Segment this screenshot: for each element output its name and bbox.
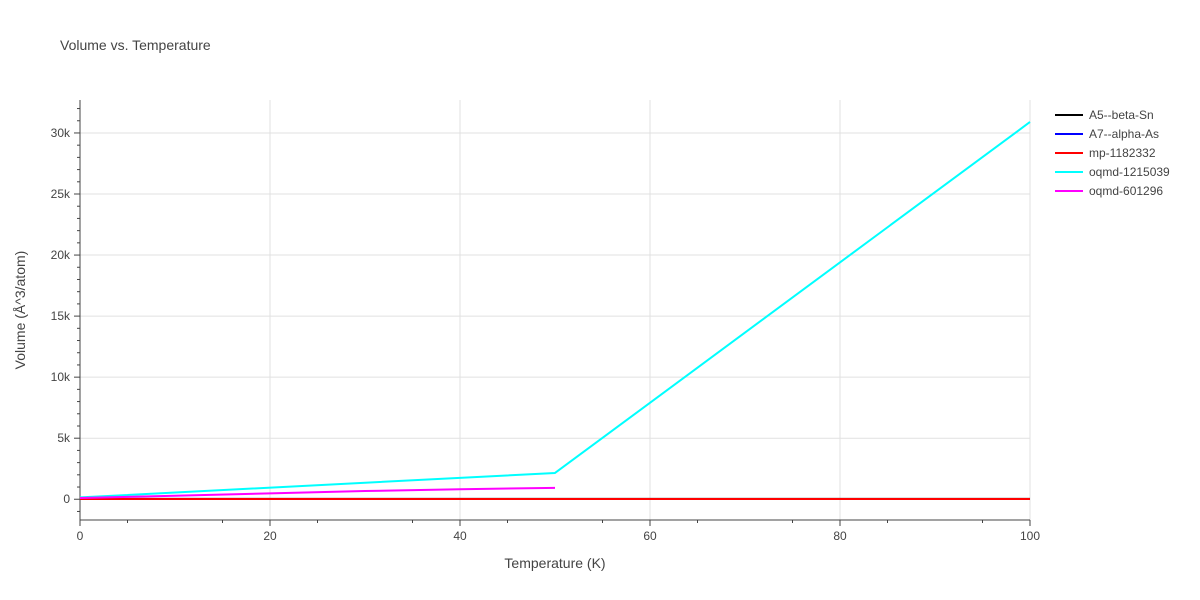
legend-label: oqmd-601296 [1089,184,1163,198]
y-axis-title: Volume (Å^3/atom) [12,251,28,370]
y-tick-label: 10k [51,370,71,384]
legend-item[interactable]: oqmd-1215039 [1055,165,1170,179]
legend[interactable]: A5--beta-Sn A7--alpha-As mp-1182332 oqmd-12… [1055,108,1170,198]
chart-title: Volume vs. Temperature [60,37,211,53]
legend-item[interactable]: A7--alpha-As [1055,127,1159,141]
x-tick-label: 100 [1020,529,1040,543]
x-tick-label: 20 [263,529,277,543]
legend-label: A7--alpha-As [1089,127,1159,141]
legend-label: mp-1182332 [1089,146,1156,160]
y-tick-label: 25k [51,187,71,201]
legend-label: oqmd-1215039 [1089,165,1170,179]
plot-area [79,121,1031,500]
x-tick-label: 40 [453,529,467,543]
x-axis-title: Temperature (K) [504,555,605,571]
axes: 0 20 40 60 80 100 0 5k 10k 15k 20k 25k 30k [51,100,1040,543]
y-tick-label: 0 [63,492,70,506]
legend-item[interactable]: mp-1182332 [1055,146,1156,160]
legend-item[interactable]: A5--beta-Sn [1055,108,1154,122]
series-line-oqmd-1215039[interactable] [79,121,1031,499]
x-tick-label: 0 [77,529,84,543]
grid [80,100,1031,520]
y-tick-label: 30k [51,126,71,140]
y-tick-label: 20k [51,248,71,262]
legend-label: A5--beta-Sn [1089,108,1154,122]
x-tick-label: 60 [643,529,657,543]
x-tick-label: 80 [833,529,847,543]
legend-item[interactable]: oqmd-601296 [1055,184,1163,198]
series-line-oqmd-601296[interactable] [79,486,556,500]
y-tick-label: 15k [51,309,71,323]
y-tick-label: 5k [57,431,71,445]
